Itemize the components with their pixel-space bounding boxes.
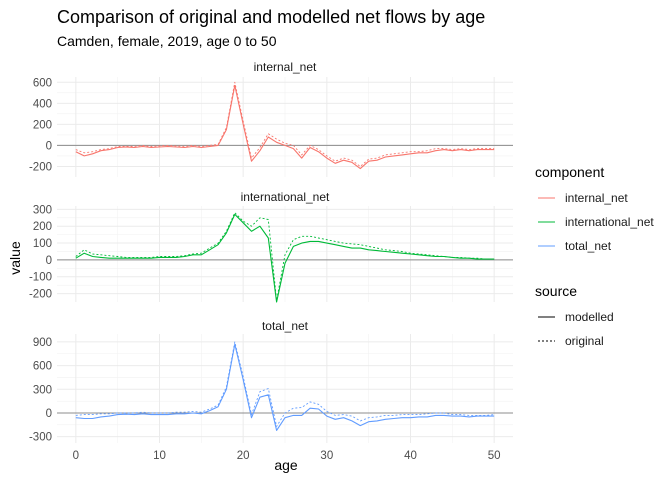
series-line-international_net-original <box>75 212 495 301</box>
series-line-total_net-modelled <box>75 343 495 431</box>
legend-title: source <box>535 283 577 299</box>
series-line-internal_net-modelled <box>75 84 495 170</box>
x-tick-label: 40 <box>404 450 417 462</box>
x-tick-label: 20 <box>237 450 250 462</box>
x-axis-title: age <box>274 457 298 473</box>
legend-label: modelled <box>565 310 614 324</box>
legend-title: component <box>535 164 604 180</box>
y-tick-label: 300 <box>33 384 52 396</box>
panel-strip-label: internal_net <box>254 60 317 74</box>
legend-label: internal_net <box>565 191 628 205</box>
y-tick-label: 0 <box>46 408 52 420</box>
legend-label: international_net <box>565 215 654 229</box>
panel-international_net: international_net -200 -100 0 100 200 300 <box>29 190 513 303</box>
y-tick-label: -200 <box>29 161 52 173</box>
y-tick-label: 0 <box>46 140 52 152</box>
y-tick-label: 300 <box>33 204 52 216</box>
y-tick-label: 200 <box>33 221 52 233</box>
y-tick-label: 400 <box>33 98 52 110</box>
y-tick-label: 600 <box>33 77 52 89</box>
y-tick-label: 900 <box>33 337 52 349</box>
panel-internal_net: internal_net -200 0 200 400 600 <box>29 60 513 177</box>
x-tick-label: 30 <box>320 450 333 462</box>
legends: component internal_net international_netto… <box>535 164 654 348</box>
x-tick-label: 50 <box>488 450 501 462</box>
series-line-total_net-original <box>75 341 495 427</box>
y-tick-label: 100 <box>33 238 52 250</box>
legend-label: total_net <box>565 239 612 253</box>
facet-panels: internal_net-2000200400600international_… <box>29 60 513 462</box>
y-tick-label: -300 <box>29 432 52 444</box>
y-tick-label: 600 <box>33 361 52 373</box>
y-axis-title: value <box>7 241 23 275</box>
y-tick-label: 200 <box>33 119 52 131</box>
x-tick-label: 10 <box>153 450 166 462</box>
chart-title: Comparison of original and modelled net … <box>57 7 485 27</box>
y-tick-label: -100 <box>29 272 52 284</box>
panel-total_net: total_net -300 0 300 600 900 <box>29 319 513 444</box>
series-line-international_net-modelled <box>75 213 495 303</box>
legend-label: original <box>565 334 604 348</box>
y-tick-label: 0 <box>46 255 52 267</box>
panel-strip-label: total_net <box>262 319 309 333</box>
x-tick-label: 0 <box>73 450 79 462</box>
y-tick-label: -200 <box>29 289 52 301</box>
chart-subtitle: Camden, female, 2019, age 0 to 50 <box>57 33 277 49</box>
panel-strip-label: international_net <box>241 190 330 204</box>
